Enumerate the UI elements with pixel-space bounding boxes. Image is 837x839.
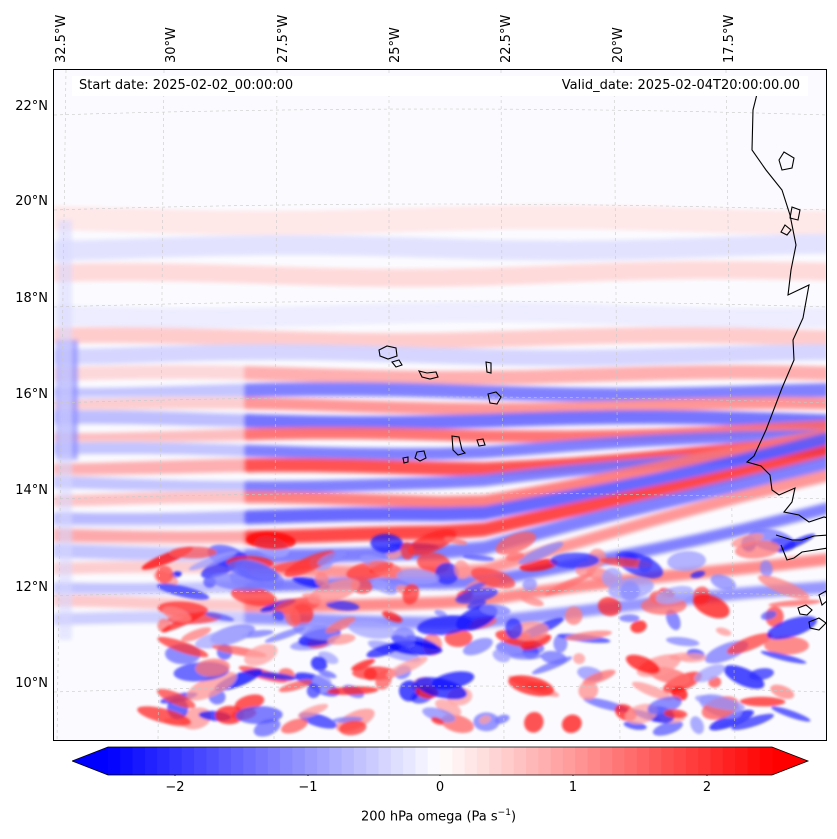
sao-vicente-island — [391, 359, 403, 368]
lon-label-22-5w: 22.5°W — [499, 14, 514, 63]
lon-label-27-5w: 27.5°W — [276, 14, 291, 63]
fogo-island — [414, 450, 427, 462]
lat-label-18n: 18°N — [15, 291, 48, 306]
west-africa-coast — [745, 89, 826, 523]
colorbar-tick-neg1: −1 — [298, 780, 318, 795]
boa-vista-island — [487, 391, 502, 405]
guinea-bissau-islands — [797, 590, 826, 631]
lat-label-12n: 12°N — [15, 580, 48, 595]
lat-label-14n: 14°N — [15, 483, 48, 498]
omega-field-map — [54, 70, 826, 740]
sao-nicolau-island — [417, 370, 439, 380]
lat-label-22n: 22°N — [15, 99, 48, 114]
lat-label-10n: 10°N — [15, 676, 48, 691]
colorbar-tick-1: 1 — [568, 780, 578, 795]
lon-label-30w: 30°W — [164, 27, 179, 63]
sal-island — [485, 361, 492, 374]
map-panel — [53, 69, 827, 741]
lon-label-25w: 25°W — [388, 27, 403, 63]
colorbar-label: 200 hPa omega (Pa s−1) — [360, 808, 517, 825]
santiago-island — [451, 435, 467, 456]
maio-island — [476, 438, 486, 447]
santo-antao-island — [378, 345, 398, 360]
colorbar-tick-0: 0 — [435, 780, 445, 795]
lat-label-16n: 16°N — [15, 387, 48, 402]
canary-islands-edge — [778, 151, 801, 236]
lon-label-20w: 20°W — [611, 27, 626, 63]
brava-island — [402, 456, 409, 464]
valid-date-label: Valid_date: 2025-02-04T20:00:00.00 — [561, 78, 800, 93]
omega-contour-fill — [54, 205, 826, 640]
colorbar-tick-2: 2 — [702, 780, 712, 795]
senegal-gambia-coast — [775, 534, 826, 561]
colorbar-tick-neg2: −2 — [165, 780, 185, 795]
colorbar — [72, 746, 810, 776]
date-info-bar — [72, 76, 808, 96]
lon-label-17-5w: 17.5°W — [722, 14, 737, 63]
omega-convective-cells — [137, 528, 822, 737]
lat-label-20n: 20°N — [15, 194, 48, 209]
start-date-label: Start date: 2025-02-02_00:00:00 — [79, 78, 294, 93]
lon-label-32-5w: 32.5°W — [54, 14, 69, 63]
coastline — [378, 89, 826, 631]
graticule — [54, 70, 826, 740]
